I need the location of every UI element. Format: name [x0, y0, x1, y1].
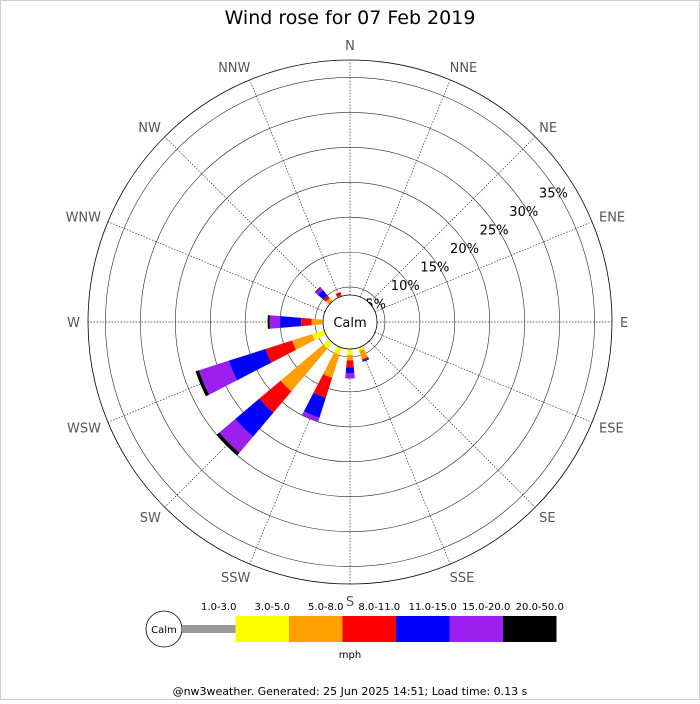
- legend-swatch-3: [342, 616, 396, 642]
- petal-w-bin-6: [267, 315, 270, 329]
- petal-nw-bin-4: [317, 289, 328, 300]
- legend-bin-label-1: 3.0-5.0: [255, 602, 290, 613]
- grid-ring-3: [209, 181, 491, 463]
- chart-title: Wind rose for 07 Feb 2019: [225, 7, 476, 29]
- legend-bin-label-0: 1.0-3.0: [201, 602, 236, 613]
- direction-label-ese: ESE: [599, 422, 624, 437]
- petal-sw-bin-5: [219, 418, 254, 453]
- petal-wsw-bin-1: [312, 329, 329, 341]
- petal-wsw-bin-4: [228, 348, 272, 381]
- petal-wsw-bin-6: [195, 370, 210, 397]
- petal-nw-bin-3: [323, 295, 330, 302]
- direction-label-wnw: WNW: [66, 210, 102, 225]
- direction-label-ssw: SSW: [221, 571, 251, 586]
- petal-nw-bin-6: [314, 286, 321, 293]
- petal-sw-bin-3: [259, 380, 292, 413]
- speed-legend: Calm 1.0-3.0 3.0-5.0 5.0-8.0 8.0-11.0 11.0-1…: [145, 602, 564, 661]
- petal-nw-bin-5: [315, 287, 323, 295]
- petal-sse-bin-3: [361, 356, 369, 361]
- grid-ring-5: [140, 112, 560, 532]
- petal-ssw-bin-4: [303, 392, 326, 418]
- petal-nnw-bin-3: [335, 292, 342, 298]
- direction-label-n: N: [345, 39, 355, 54]
- petal-w-bin-2: [311, 318, 323, 326]
- direction-label-ene: ENE: [599, 210, 625, 225]
- legend-bin-label-4: 11.0-15.0: [409, 602, 457, 613]
- legend-swatch-4: [396, 616, 450, 642]
- petal-sse-bin-2: [359, 348, 368, 360]
- radial-tick-label-4: 25%: [480, 223, 509, 238]
- petal-ssw-bin-5: [301, 411, 320, 422]
- legend-swatch-2: [289, 616, 343, 642]
- radial-tick-label-6: 35%: [539, 186, 568, 201]
- radial-tick-label-3: 20%: [450, 242, 479, 257]
- petal-s-bin-5: [345, 372, 355, 379]
- petal-w-bin-3: [301, 317, 312, 327]
- petal-wsw-bin-3: [265, 340, 296, 363]
- direction-labels: N NNE NE ENE E ESE SE SSE S SSW SW WSW W WNW NW NNW: [66, 39, 629, 610]
- calm-circle: [322, 294, 378, 350]
- radial-tick-label-2: 15%: [420, 260, 449, 275]
- petal-s-bin-4: [345, 367, 355, 374]
- direction-label-ne: NE: [539, 121, 557, 136]
- direction-label-se: SE: [539, 511, 555, 526]
- direction-label-sw: SW: [140, 511, 161, 526]
- legend-bin-label-5: 15.0-20.0: [462, 602, 510, 613]
- direction-label-nnw: NNW: [218, 61, 250, 76]
- legend-swatch-5: [449, 616, 503, 642]
- grid-ring-2: [244, 216, 456, 428]
- direction-label-wsw: WSW: [67, 422, 101, 437]
- legend-bin-label-2: 5.0-8.0: [308, 602, 343, 613]
- direction-label-nne: NNE: [450, 61, 478, 76]
- wind-petals: [195, 286, 370, 456]
- radial-tick-label-5: 30%: [509, 205, 538, 220]
- legend-unit-label: mph: [339, 650, 361, 661]
- legend-swatch-0: [182, 625, 236, 633]
- radial-tick-label-1: 10%: [391, 279, 420, 294]
- legend-bin-label-3: 8.0-11.0: [358, 602, 400, 613]
- direction-label-s: S: [346, 595, 354, 610]
- petal-wsw-bin-2: [292, 334, 315, 350]
- petal-w-bin-4: [280, 316, 302, 328]
- polar-grid: [87, 59, 613, 585]
- petal-w-bin-5: [269, 315, 281, 329]
- petal-sse-bin-4: [362, 358, 370, 362]
- direction-label-nw: NW: [138, 121, 161, 136]
- petal-s-bin-3: [346, 360, 354, 368]
- petal-sw-bin-2: [280, 344, 328, 392]
- petal-sw-bin-6: [216, 432, 240, 456]
- legend-swatch-1: [235, 616, 289, 642]
- petal-ssw-bin-3: [313, 374, 333, 398]
- grid-ring-6: [105, 77, 595, 567]
- legend-calm-label: Calm: [151, 625, 177, 636]
- footer-text: @nw3weather. Generated: 25 Jun 2025 14:5…: [173, 685, 528, 698]
- legend-swatch-6: [503, 616, 557, 642]
- petal-s-bin-2: [346, 354, 354, 361]
- petal-ssw-bin-2: [323, 352, 340, 378]
- direction-label-w: W: [67, 316, 80, 331]
- petal-sw-bin-4: [235, 398, 274, 437]
- petal-wsw-bin-5: [198, 360, 238, 395]
- legend-bin-label-6: 20.0-50.0: [516, 602, 564, 613]
- calm-label: Calm: [333, 316, 366, 331]
- direction-label-e: E: [620, 316, 628, 331]
- direction-label-sse: SSE: [450, 571, 475, 586]
